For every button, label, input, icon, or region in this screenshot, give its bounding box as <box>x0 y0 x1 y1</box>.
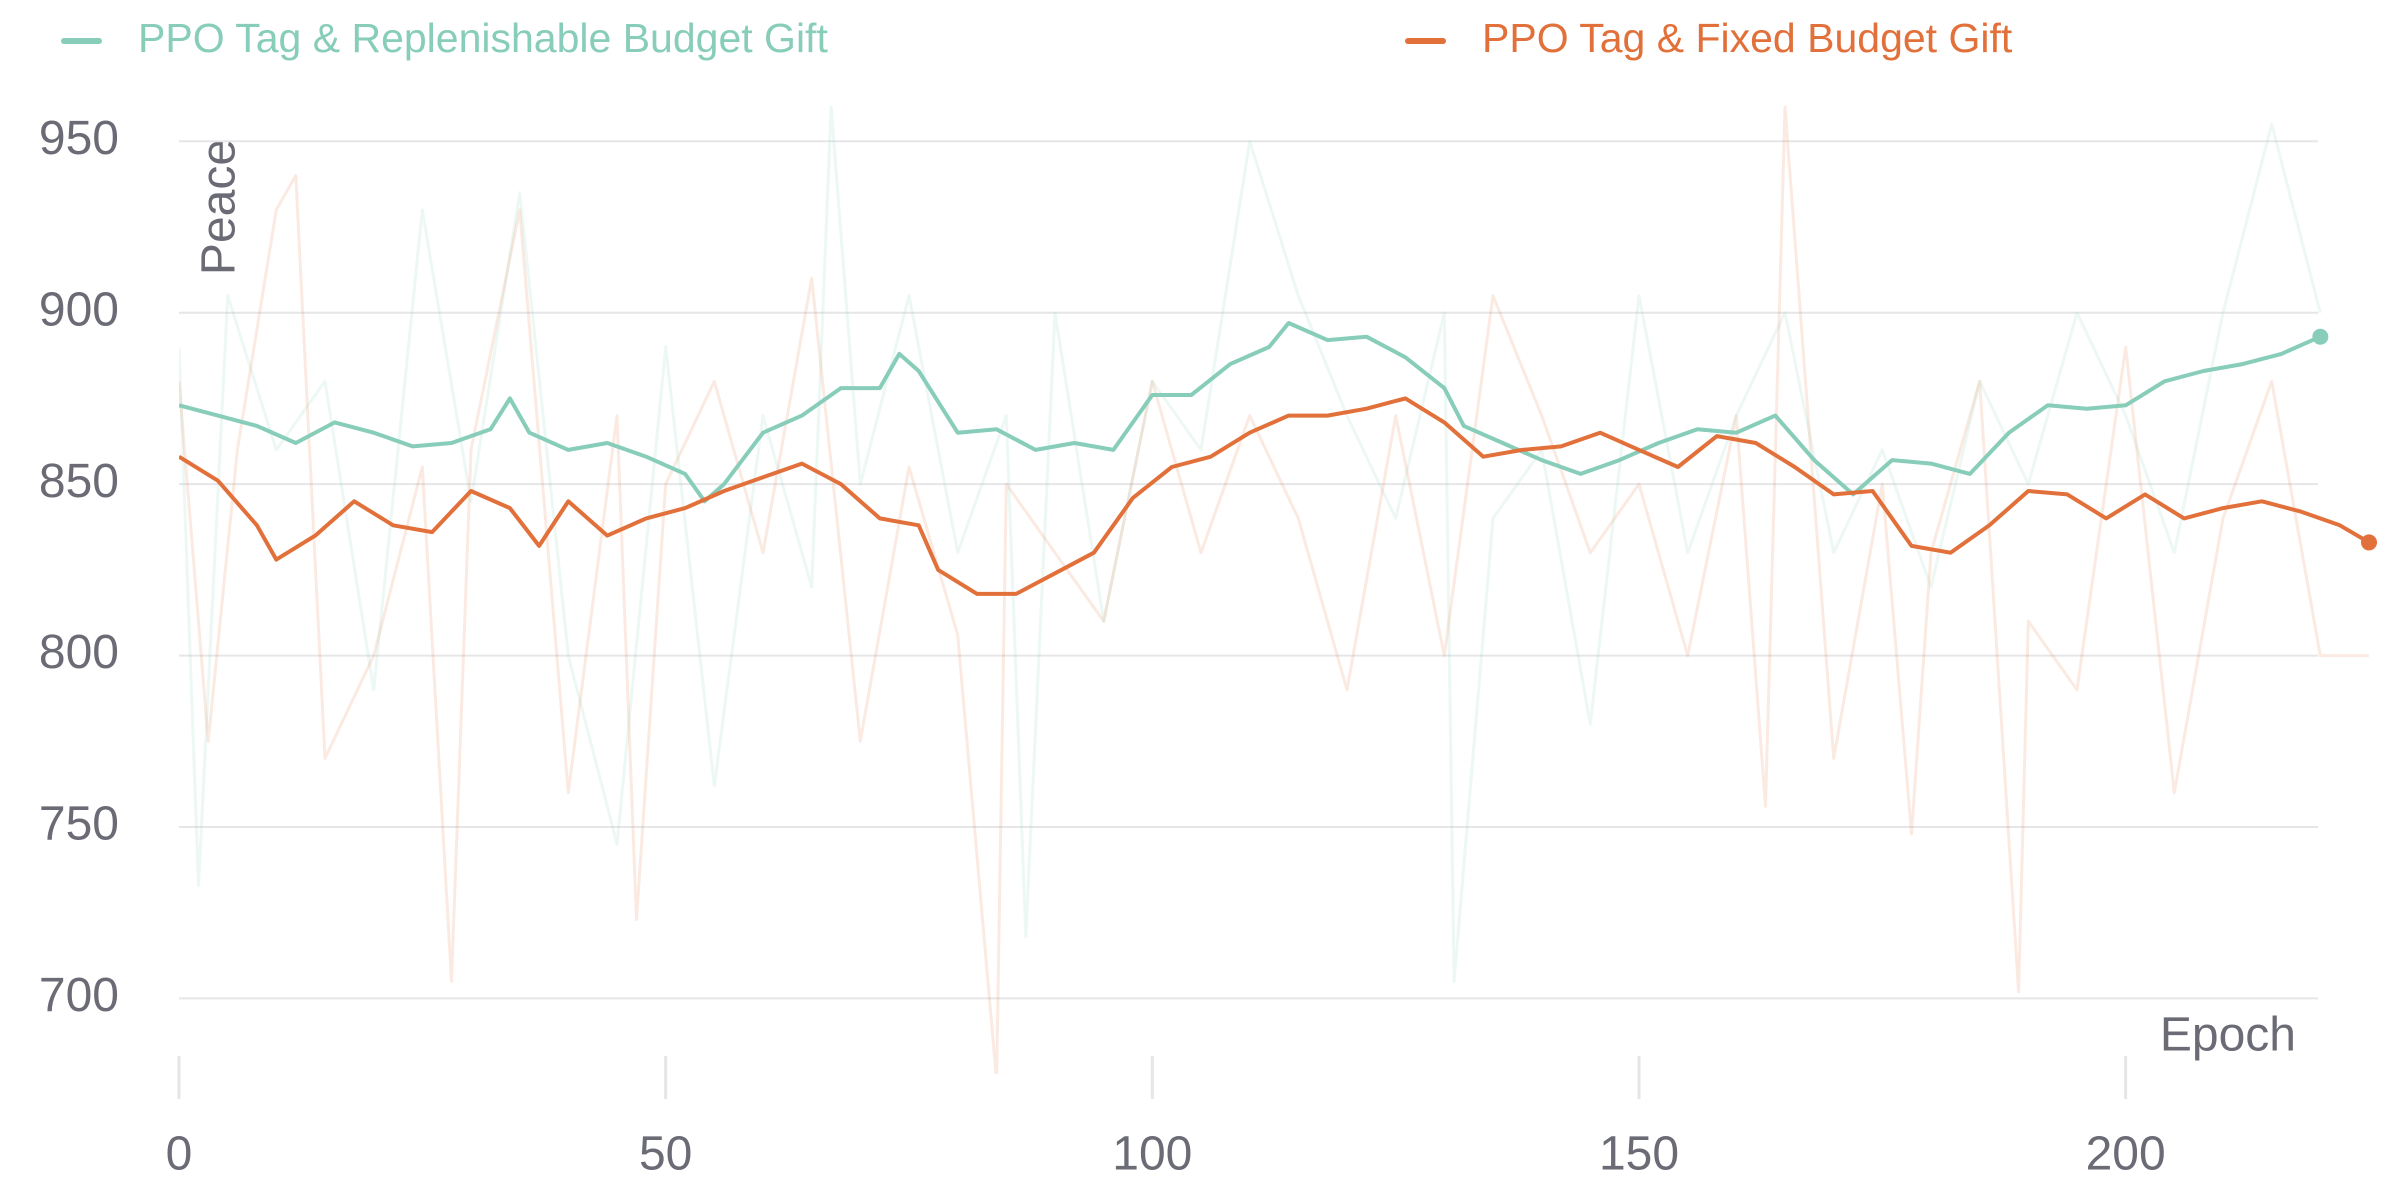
y-axis-label: Peace <box>193 139 246 275</box>
x-axis-label: Epoch <box>2160 1009 2296 1062</box>
end-point <box>2361 534 2377 551</box>
x-tick-label: 200 <box>2086 1128 2166 1181</box>
y-tick-label: 700 <box>39 969 119 1022</box>
smoothed-line <box>179 321 2322 504</box>
y-tick-label: 750 <box>39 798 119 851</box>
y-tick-label: 900 <box>39 283 119 336</box>
y-tick-label: 950 <box>39 112 119 165</box>
legend-label: PPO Tag & Replenishable Budget Gift <box>138 15 828 61</box>
raw-line <box>179 105 2322 983</box>
x-tick-label: 50 <box>639 1128 692 1181</box>
x-tick-label: 0 <box>166 1128 193 1181</box>
x-tick-label: 100 <box>1112 1128 1192 1181</box>
smoothed-line <box>179 396 2371 596</box>
y-tick-label: 850 <box>39 455 119 508</box>
x-tick-label: 150 <box>1599 1128 1679 1181</box>
raw-line <box>179 105 2369 1074</box>
y-tick-label: 800 <box>39 626 119 679</box>
end-point <box>2312 328 2329 345</box>
plot-area <box>179 105 2371 1074</box>
legend-label: PPO Tag & Fixed Budget Gift <box>1482 15 2013 61</box>
